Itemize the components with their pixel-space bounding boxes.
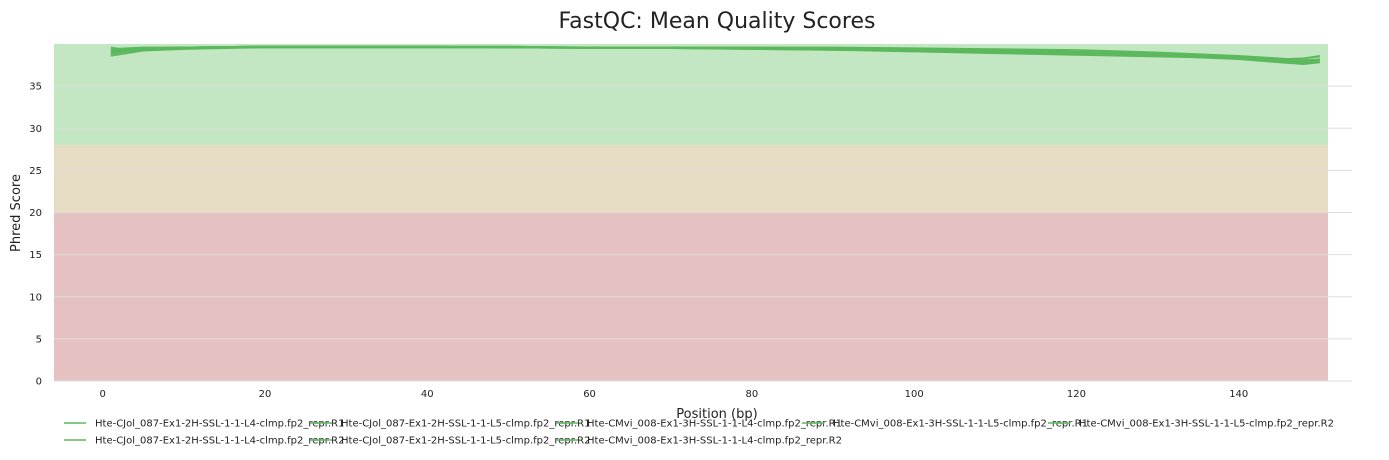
x-tick-label: 140: [1229, 389, 1248, 400]
x-tick-label: 20: [259, 389, 272, 400]
x-tick-label: 40: [421, 389, 434, 400]
y-tick-label: 20: [29, 208, 42, 219]
legend-label: Hte-CJol_087-Ex1-2H-SSL-1-1-L4-clmp.fp2_…: [95, 419, 344, 430]
y-tick-label: 0: [36, 377, 42, 388]
y-tick-label: 30: [29, 124, 42, 135]
quality-band-2: [54, 44, 1328, 146]
x-tick-label: 0: [100, 389, 106, 400]
quality-band-1: [54, 145, 1328, 213]
y-tick-label: 35: [29, 82, 42, 93]
y-tick-label: 5: [36, 334, 42, 345]
legend-item[interactable]: Hte-CJol_087-Ex1-2H-SSL-1-1-L5-clmp.fp2_…: [310, 419, 590, 430]
y-axis-label: Phred Score: [9, 174, 24, 252]
y-tick-label: 10: [29, 292, 42, 303]
y-tick-label: 15: [29, 250, 42, 261]
legend-item[interactable]: Hte-CMvi_008-Ex1-3H-SSL-1-1-L4-clmp.fp2_…: [556, 436, 842, 447]
x-tick-label: 100: [905, 389, 924, 400]
legend-item[interactable]: Hte-CJol_087-Ex1-2H-SSL-1-1-L4-clmp.fp2_…: [64, 419, 344, 430]
series-line-7: [110, 45, 1320, 63]
y-axis-ticks: 0 5 10 15 20 25 30 35: [29, 82, 42, 388]
legend-item[interactable]: Hte-CJol_087-Ex1-2H-SSL-1-1-L4-clmp.fp2_…: [64, 436, 344, 447]
legend-item[interactable]: Hte-CMvi_008-Ex1-3H-SSL-1-1-L4-clmp.fp2_…: [556, 419, 842, 430]
legend-label: Hte-CMvi_008-Ex1-3H-SSL-1-1-L4-clmp.fp2_…: [587, 436, 842, 447]
legend-label: Hte-CJol_087-Ex1-2H-SSL-1-1-L5-clmp.fp2_…: [341, 436, 590, 447]
x-tick-label: 60: [583, 389, 596, 400]
legend-label: Hte-CMvi_008-Ex1-3H-SSL-1-1-L4-clmp.fp2_…: [587, 419, 842, 430]
legend-item[interactable]: Hte-CMvi_008-Ex1-3H-SSL-1-1-L5-clmp.fp2_…: [802, 419, 1088, 430]
legend-item[interactable]: Hte-CJol_087-Ex1-2H-SSL-1-1-L5-clmp.fp2_…: [310, 436, 590, 447]
legend-item[interactable]: Hte-CMvi_008-Ex1-3H-SSL-1-1-L5-clmp.fp2_…: [1048, 419, 1334, 430]
series-lines: [110, 45, 1321, 65]
x-tick-label: 120: [1067, 389, 1086, 400]
x-axis-ticks: 0 20 40 60 80 100 120 140: [100, 389, 1249, 400]
legend-label: Hte-CJol_087-Ex1-2H-SSL-1-1-L4-clmp.fp2_…: [95, 436, 344, 447]
chart-title: FastQC: Mean Quality Scores: [559, 9, 876, 34]
legend-label: Hte-CMvi_008-Ex1-3H-SSL-1-1-L5-clmp.fp2_…: [1079, 419, 1334, 430]
y-tick-label: 25: [29, 166, 42, 177]
legend-label: Hte-CJol_087-Ex1-2H-SSL-1-1-L5-clmp.fp2_…: [341, 419, 590, 430]
gridlines: [54, 85, 1352, 382]
legend: Hte-CJol_087-Ex1-2H-SSL-1-1-L4-clmp.fp2_…: [64, 419, 1334, 447]
x-tick-label: 80: [745, 389, 758, 400]
x-axis-label: Position (bp): [676, 407, 757, 422]
legend-label: Hte-CMvi_008-Ex1-3H-SSL-1-1-L5-clmp.fp2_…: [833, 419, 1088, 430]
